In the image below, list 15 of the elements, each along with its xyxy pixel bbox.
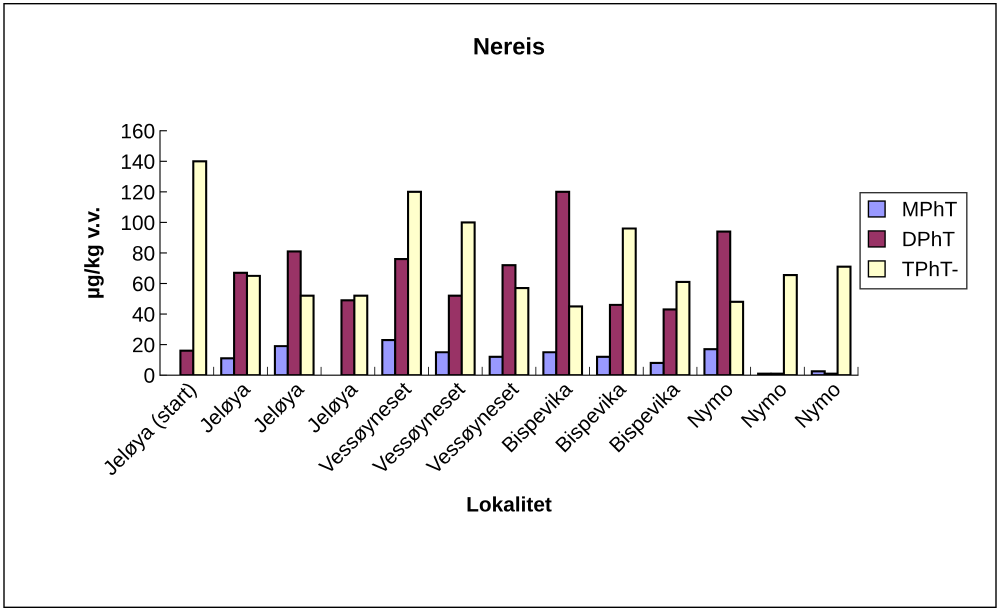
y-tick-label: 0 <box>144 368 154 383</box>
x-axis-title: Lokalitet <box>468 496 552 512</box>
legend-label: DPhT <box>903 231 955 246</box>
legend-label: MPhT <box>903 201 957 216</box>
y-axis-title: µg/kg v.v. <box>84 208 104 298</box>
y-tick-label: 40 <box>132 307 154 322</box>
y-tick-label: 80 <box>132 246 154 261</box>
legend-label: TPhT- <box>902 261 958 276</box>
y-tick-label: 120 <box>122 184 154 200</box>
chart-title: Nereis <box>474 37 544 55</box>
y-tick-label: 160 <box>122 124 154 139</box>
y-tick-label: 100 <box>122 215 154 230</box>
y-tick-label: 20 <box>133 338 154 352</box>
y-tick-label: 140 <box>122 154 154 170</box>
y-tick-label: 60 <box>133 276 154 292</box>
